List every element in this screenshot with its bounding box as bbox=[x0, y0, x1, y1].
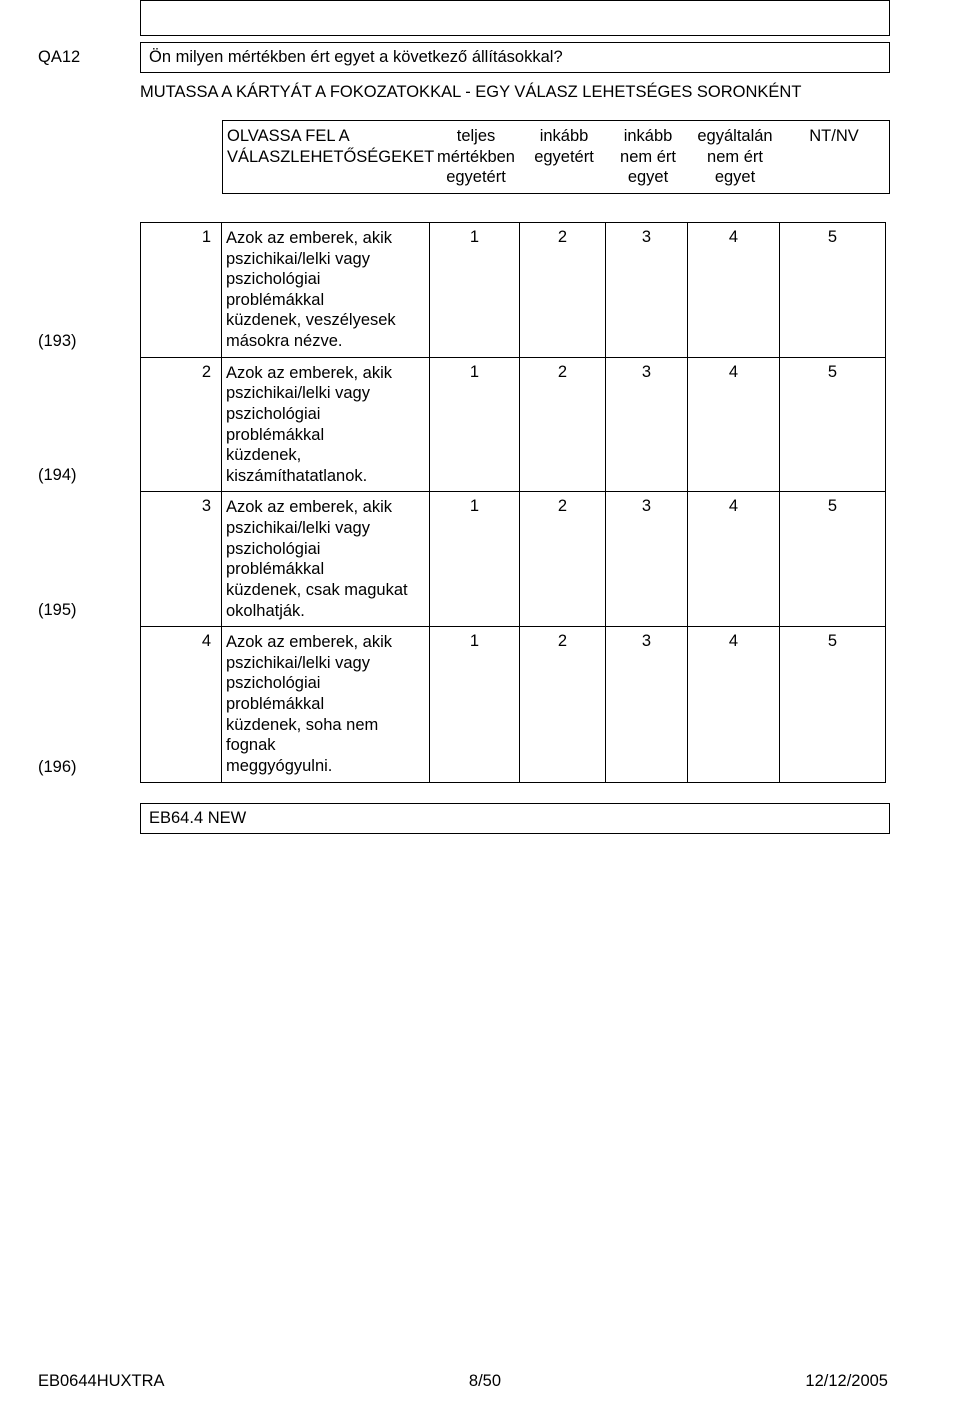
question-row: QA12 Ön milyen mértékben ért egyet a köv… bbox=[0, 42, 890, 73]
row-value: 5 bbox=[780, 357, 886, 492]
row-value: 2 bbox=[520, 491, 606, 626]
header-lead: OLVASSA FEL A VÁLASZLEHETŐSÉGEKET bbox=[223, 121, 431, 193]
row-value: 4 bbox=[688, 491, 780, 626]
row-value: 3 bbox=[606, 626, 688, 782]
row-text: Azok az emberek, akikpszichikai/lelki va… bbox=[222, 357, 430, 492]
row-value: 5 bbox=[780, 626, 886, 782]
body-rows: (193)1Azok az emberek, akikpszichikai/le… bbox=[38, 222, 890, 783]
row-value: 3 bbox=[606, 222, 688, 357]
footer-center: 8/50 bbox=[469, 1372, 501, 1391]
row-value: 3 bbox=[606, 491, 688, 626]
row-text: Azok az emberek, akikpszichikai/lelki va… bbox=[222, 491, 430, 626]
row-value: 2 bbox=[520, 222, 606, 357]
row-number: 3 bbox=[140, 491, 222, 626]
row-text: Azok az emberek, akikpszichikai/lelki va… bbox=[222, 626, 430, 782]
footer-left: EB0644HUXTRA bbox=[38, 1372, 165, 1391]
table-row: (195)3Azok az emberek, akikpszichikai/le… bbox=[38, 491, 890, 626]
page: QA12 Ön milyen mértékben ért egyet a köv… bbox=[0, 0, 960, 1423]
header-table: OLVASSA FEL A VÁLASZLEHETŐSÉGEKET teljes… bbox=[222, 120, 890, 194]
row-ref: (194) bbox=[38, 357, 140, 492]
header-lead-line1: OLVASSA FEL A bbox=[227, 127, 350, 145]
footer-right: 12/12/2005 bbox=[805, 1372, 888, 1391]
row-number: 1 bbox=[140, 222, 222, 357]
question-text: Ön milyen mértékben ért egyet a következ… bbox=[140, 42, 890, 73]
row-value: 3 bbox=[606, 357, 688, 492]
header-lead-line2: VÁLASZLEHETŐSÉGEKET bbox=[227, 148, 434, 166]
header-col-5: NT/NV bbox=[781, 121, 887, 193]
header-col-1: teljes mértékben egyetért bbox=[431, 121, 521, 193]
row-value: 4 bbox=[688, 357, 780, 492]
top-empty-box bbox=[140, 0, 890, 36]
eb-reference: EB64.4 NEW bbox=[140, 803, 890, 834]
row-value: 1 bbox=[430, 626, 520, 782]
row-number: 2 bbox=[140, 357, 222, 492]
row-value: 4 bbox=[688, 222, 780, 357]
row-value: 2 bbox=[520, 357, 606, 492]
row-value: 2 bbox=[520, 626, 606, 782]
row-ref: (196) bbox=[38, 626, 140, 782]
header-col-2: inkább egyetért bbox=[521, 121, 607, 193]
header-col-3: inkább nem ért egyet bbox=[607, 121, 689, 193]
row-number: 4 bbox=[140, 626, 222, 782]
row-text: Azok az emberek, akikpszichikai/lelki va… bbox=[222, 222, 430, 357]
row-value: 1 bbox=[430, 222, 520, 357]
row-value: 1 bbox=[430, 491, 520, 626]
instruction-text: MUTASSA A KÁRTYÁT A FOKOZATOKKAL - EGY V… bbox=[140, 79, 890, 120]
row-ref: (193) bbox=[38, 222, 140, 357]
row-ref: (195) bbox=[38, 491, 140, 626]
table-row: (193)1Azok az emberek, akikpszichikai/le… bbox=[38, 222, 890, 357]
question-code: QA12 bbox=[0, 42, 140, 73]
header-col-4: egyáltalán nem ért egyet bbox=[689, 121, 781, 193]
table-row: (194)2Azok az emberek, akikpszichikai/le… bbox=[38, 357, 890, 492]
row-value: 5 bbox=[780, 491, 886, 626]
table-row: (196)4Azok az emberek, akikpszichikai/le… bbox=[38, 626, 890, 782]
row-value: 1 bbox=[430, 357, 520, 492]
page-footer: EB0644HUXTRA 8/50 12/12/2005 bbox=[0, 1372, 960, 1391]
row-value: 5 bbox=[780, 222, 886, 357]
row-value: 4 bbox=[688, 626, 780, 782]
